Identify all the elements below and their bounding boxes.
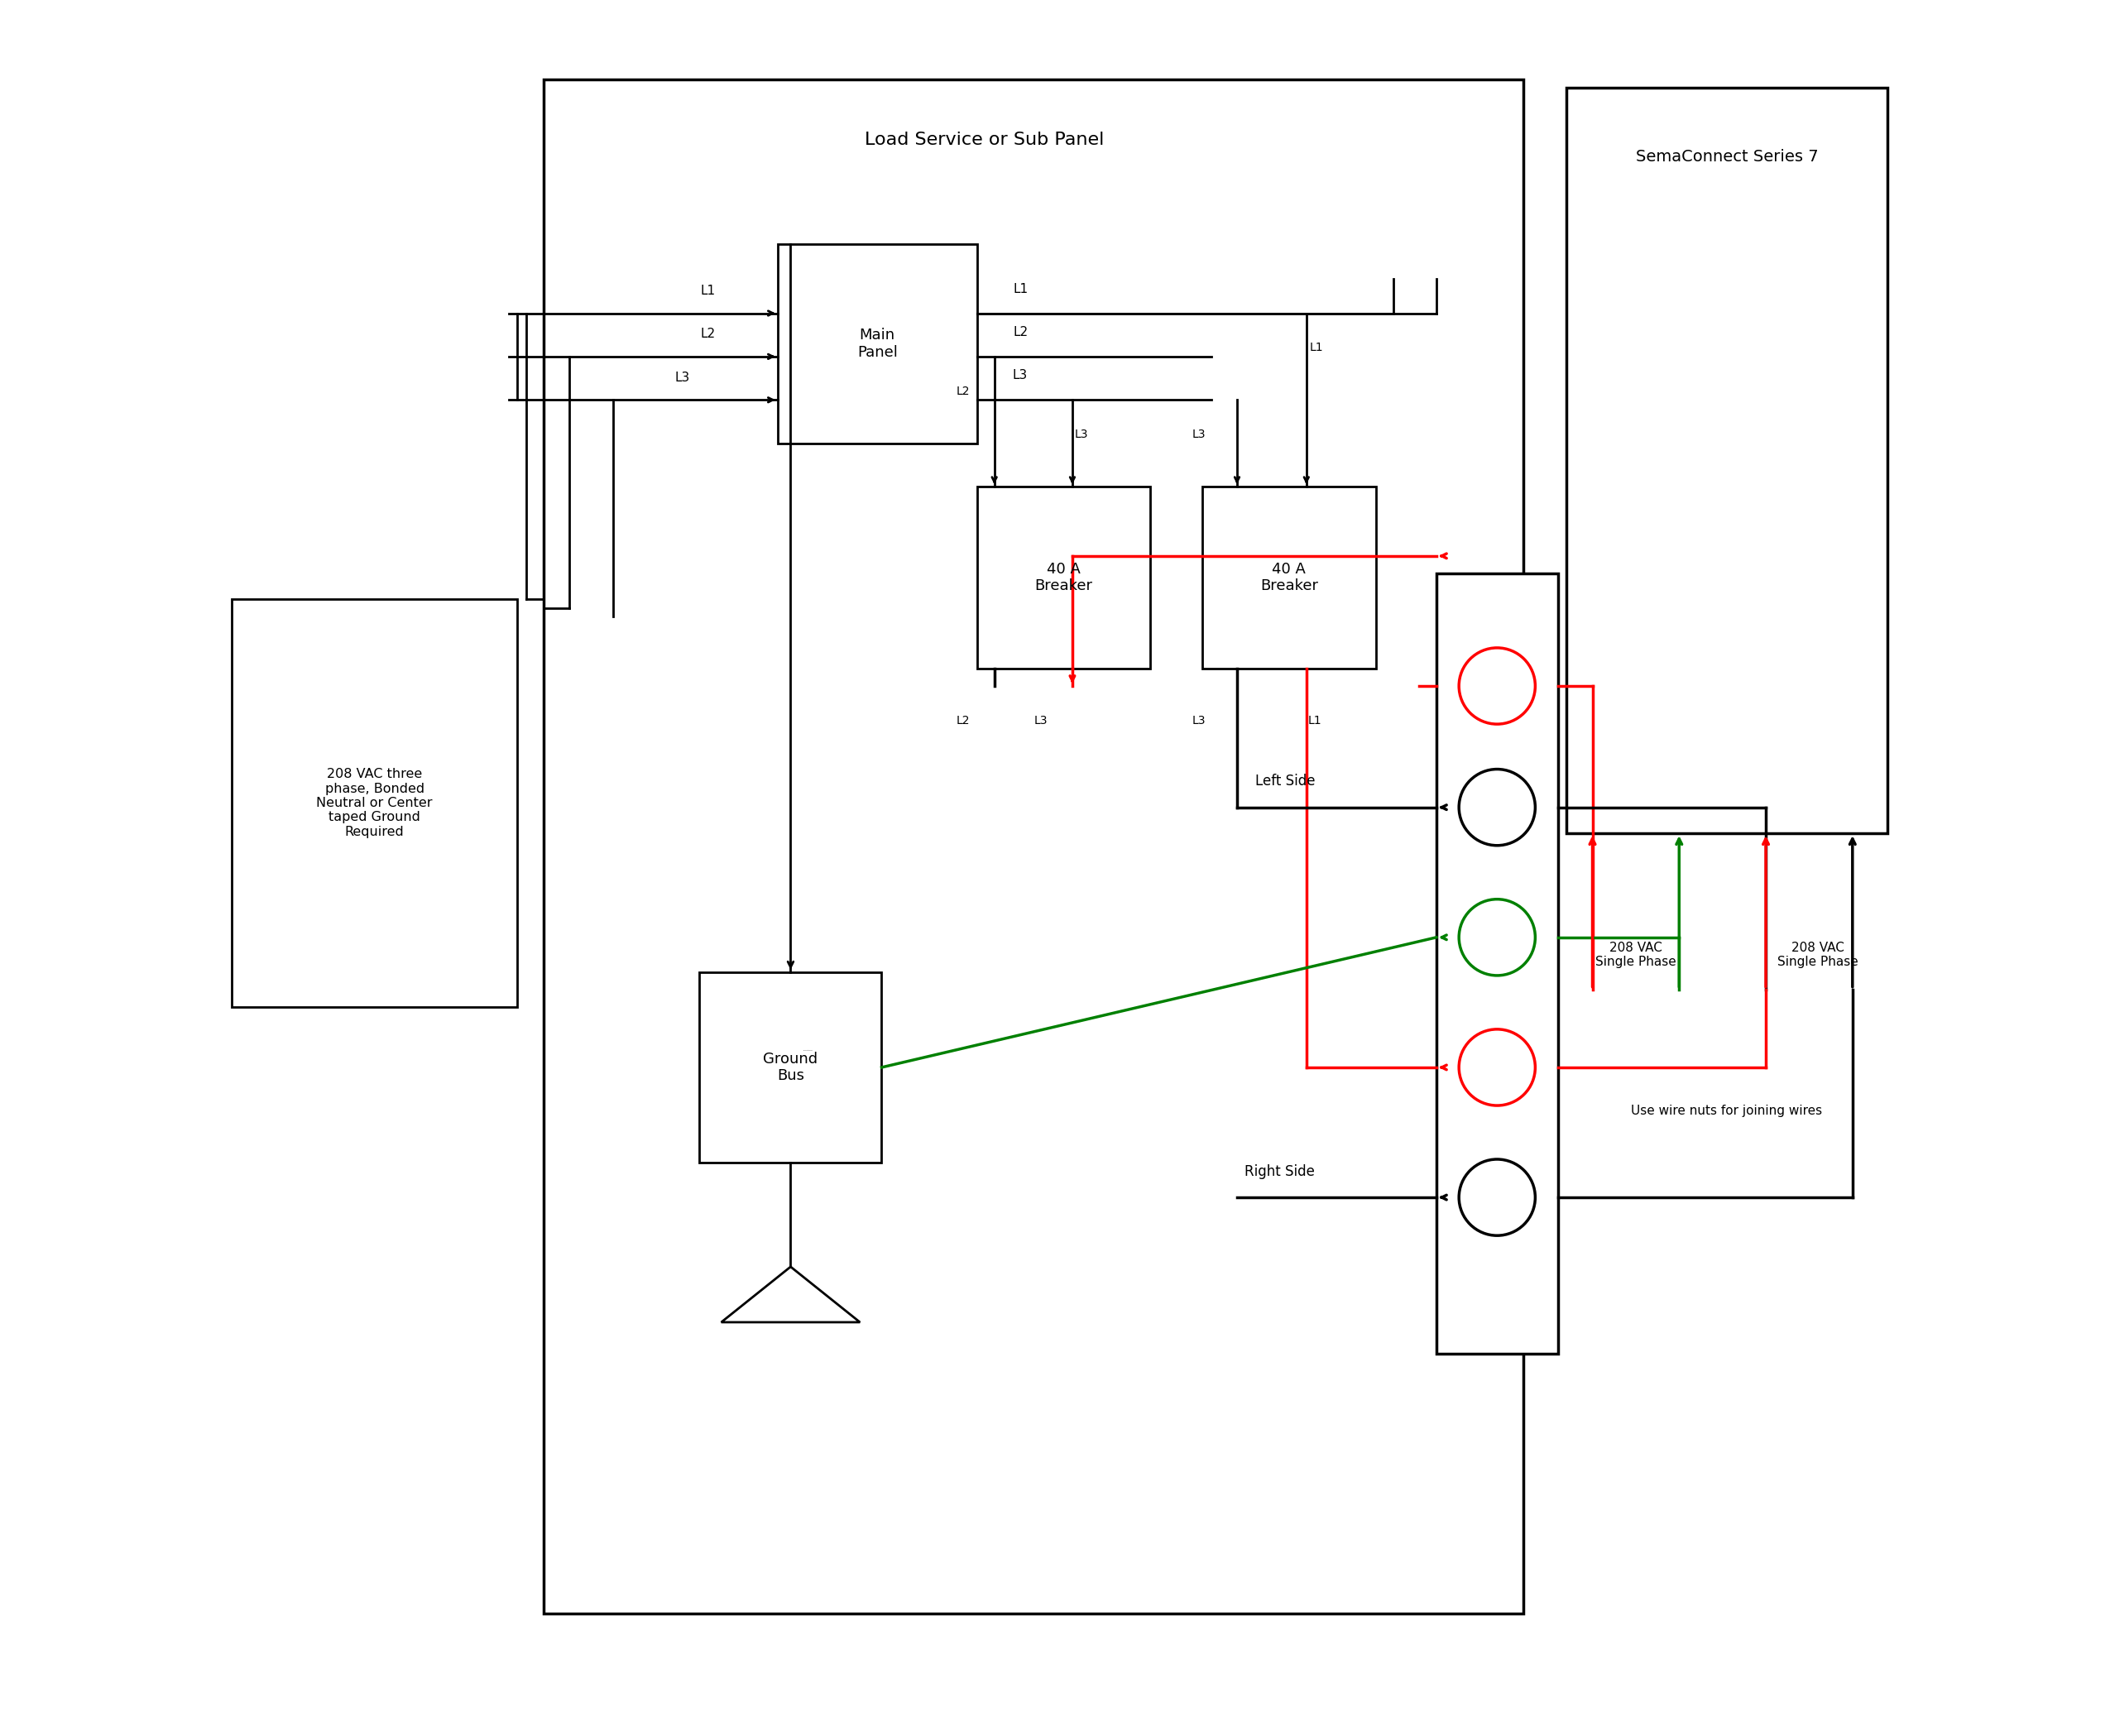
Bar [1203, 486, 1376, 668]
Text: 208 VAC
Single Phase: 208 VAC Single Phase [1595, 941, 1675, 969]
Text: 208 VAC
Single Phase: 208 VAC Single Phase [1777, 941, 1859, 969]
Bar [701, 972, 882, 1163]
Text: L1: L1 [1308, 715, 1323, 726]
Text: L2: L2 [701, 328, 715, 340]
Text: 40 A
Breaker: 40 A Breaker [1260, 561, 1319, 594]
Text: Left Side: Left Side [1255, 774, 1315, 788]
Text: L3: L3 [1034, 715, 1049, 726]
Text: Main
Panel: Main Panel [857, 328, 897, 359]
Text: 208 VAC three
phase, Bonded
Neutral or Center
taped Ground
Required: 208 VAC three phase, Bonded Neutral or C… [316, 767, 433, 838]
Text: L1: L1 [1310, 342, 1323, 354]
Bar [1566, 89, 1886, 833]
Text: L3: L3 [675, 372, 690, 384]
Text: Load Service or Sub Panel: Load Service or Sub Panel [865, 132, 1104, 148]
Text: Ground
Bus: Ground Bus [764, 1052, 819, 1083]
Bar [779, 243, 977, 443]
Text: 40 A
Breaker: 40 A Breaker [1034, 561, 1093, 594]
Text: L1: L1 [701, 285, 715, 297]
Text: L3: L3 [1192, 429, 1205, 441]
Text: Right Side: Right Side [1245, 1163, 1315, 1179]
Text: L2: L2 [1013, 326, 1028, 339]
Text: L2: L2 [956, 385, 971, 398]
Bar [544, 80, 1523, 1613]
Bar [1437, 573, 1557, 1354]
Text: L2: L2 [956, 715, 971, 726]
Text: L1: L1 [1013, 283, 1028, 295]
Text: Use wire nuts for joining wires: Use wire nuts for joining wires [1631, 1104, 1823, 1116]
Bar [977, 486, 1150, 668]
Text: L3: L3 [1013, 370, 1028, 382]
Text: L3: L3 [1074, 429, 1089, 441]
Text: L3: L3 [1192, 715, 1205, 726]
Bar [232, 599, 517, 1007]
Text: SemaConnect Series 7: SemaConnect Series 7 [1635, 149, 1819, 165]
